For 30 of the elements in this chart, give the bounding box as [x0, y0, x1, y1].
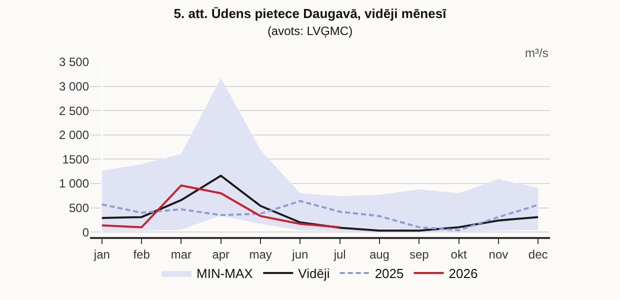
x-tick-label: nov [488, 247, 508, 262]
y-axis-title: m³/s [525, 46, 548, 60]
line-series [100, 184, 341, 228]
legend-label: 2025 [374, 266, 404, 282]
line-series [100, 200, 540, 232]
x-tick-label: jun [291, 247, 308, 262]
chart-title: 5. att. Ūdens pietece Daugavā, vidēji mēnesī [174, 6, 447, 21]
y-tick-label: 3 000 [58, 80, 90, 94]
x-tick-label: feb [133, 247, 150, 262]
x-tick-label: dec [528, 247, 548, 262]
y-tick-label: 500 [68, 201, 90, 216]
y-tick-label: 1 000 [58, 176, 90, 191]
x-tick-label: may [249, 247, 272, 262]
legend-label: MIN-MAX [196, 266, 254, 282]
x-tick-label: sep [409, 247, 430, 262]
x-tick-label: okt [450, 247, 468, 262]
x-tick-label: jul [332, 247, 346, 262]
y-tick-label: 1500 [62, 152, 90, 166]
x-tick-label: aug [369, 247, 390, 262]
chart-subtitle: (avots: LVĢMC) [267, 24, 353, 38]
y-tick-label: 2 000 [58, 128, 90, 142]
x-tick-label: mar [170, 247, 192, 262]
legend-label: Vidēji [298, 266, 330, 282]
y-tick-label: 3 500 [58, 55, 90, 70]
line-series [100, 174, 540, 232]
legend-label: 2026 [448, 266, 478, 282]
x-tick-label: jan [92, 247, 110, 262]
y-tick-label: 2 500 [58, 104, 90, 118]
x-tick-label: apr [212, 247, 230, 262]
y-tick-label: 0 [82, 225, 90, 240]
